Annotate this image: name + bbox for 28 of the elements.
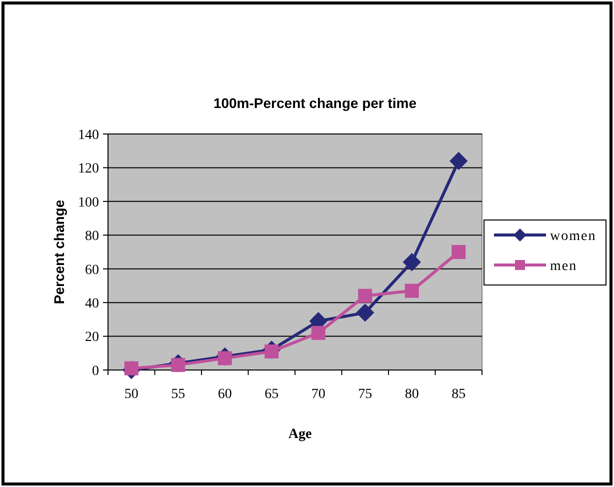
x-tick-label: 50: [124, 387, 138, 402]
point: [450, 152, 468, 170]
x-tick-label: 80: [404, 387, 419, 402]
y-tick-label: 0: [92, 364, 99, 379]
x-tick-label: 85: [452, 387, 466, 402]
legend-label: men: [550, 258, 578, 274]
point: [358, 288, 372, 303]
y-tick-label: 80: [85, 229, 99, 244]
y-tick-label: 120: [78, 162, 99, 177]
point: [311, 326, 326, 340]
point: [402, 253, 421, 272]
y-axis-title: Percent change: [51, 200, 67, 304]
y-tick-label: 140: [78, 128, 99, 143]
point: [404, 284, 419, 298]
point: [356, 304, 374, 322]
legend-label: women: [550, 228, 596, 244]
x-tick-label: 75: [358, 387, 372, 402]
chart-title: 100m-Percent change per time: [213, 95, 417, 111]
x-axis-title: Age: [288, 427, 312, 442]
y-tick-label: 60: [85, 262, 99, 278]
x-tick-label: 65: [264, 387, 279, 402]
y-tick-label: 100: [78, 195, 99, 210]
x-tick-label: 60: [218, 387, 232, 402]
y-tick-label: 20: [85, 330, 99, 346]
x-tick-label: 70: [311, 387, 326, 402]
point: [452, 245, 466, 259]
y-tick-label: 40: [85, 296, 99, 312]
x-tick-label: 55: [171, 387, 186, 402]
